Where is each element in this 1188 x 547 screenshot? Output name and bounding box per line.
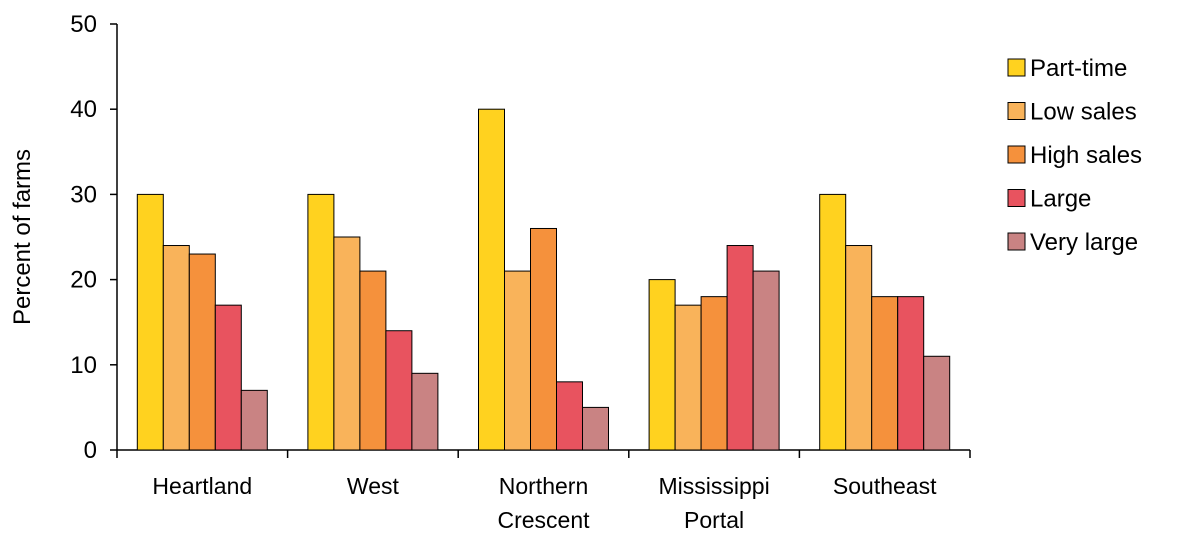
bar: [530, 227, 557, 451]
bar: [648, 279, 676, 451]
bar: [582, 406, 609, 451]
y-tick-label: 50: [70, 11, 97, 38]
x-tick-label: Northern Crescent: [497, 473, 590, 533]
bar: [923, 355, 951, 451]
legend-swatch: [1007, 102, 1026, 120]
legend-label: Part-time: [1030, 55, 1127, 82]
bar: [674, 304, 702, 451]
x-tick-label: Southeast: [833, 473, 937, 499]
bar: [504, 270, 531, 451]
bar: [556, 381, 583, 451]
legend-swatch: [1007, 189, 1026, 207]
x-tick-label: Heartland: [152, 473, 252, 499]
legend-label: High sales: [1030, 142, 1142, 169]
bar: [411, 372, 439, 451]
legend-label: Large: [1030, 186, 1091, 213]
bar: [240, 389, 268, 451]
bar: [333, 236, 361, 451]
bar: [726, 245, 754, 451]
bar: [752, 270, 780, 451]
legend-label: Low sales: [1030, 99, 1137, 126]
bar: [819, 193, 847, 451]
y-tick-label: 30: [70, 181, 97, 208]
x-tick-label: Mississippi Portal: [659, 473, 770, 533]
legend-label: Very large: [1030, 229, 1138, 256]
x-tick-label: West: [347, 473, 400, 499]
y-tick-label: 20: [70, 267, 97, 294]
bar: [700, 296, 728, 451]
bar: [214, 304, 242, 451]
bar: [871, 296, 899, 451]
bar: [845, 245, 873, 451]
legend-swatch: [1007, 58, 1026, 77]
bar: [136, 193, 164, 451]
y-tick-label: 0: [84, 437, 97, 464]
bar: [478, 108, 505, 451]
bar: [307, 193, 335, 451]
y-axis-label: Percent of farms: [9, 149, 36, 325]
bar: [162, 245, 190, 451]
y-tick-label: 40: [70, 96, 97, 123]
bar: [188, 253, 216, 451]
bar: [359, 270, 387, 451]
bar: [385, 330, 413, 451]
bar: [897, 296, 925, 451]
legend-swatch: [1007, 232, 1026, 251]
legend-swatch: [1007, 145, 1026, 164]
y-tick-label: 10: [70, 352, 97, 379]
